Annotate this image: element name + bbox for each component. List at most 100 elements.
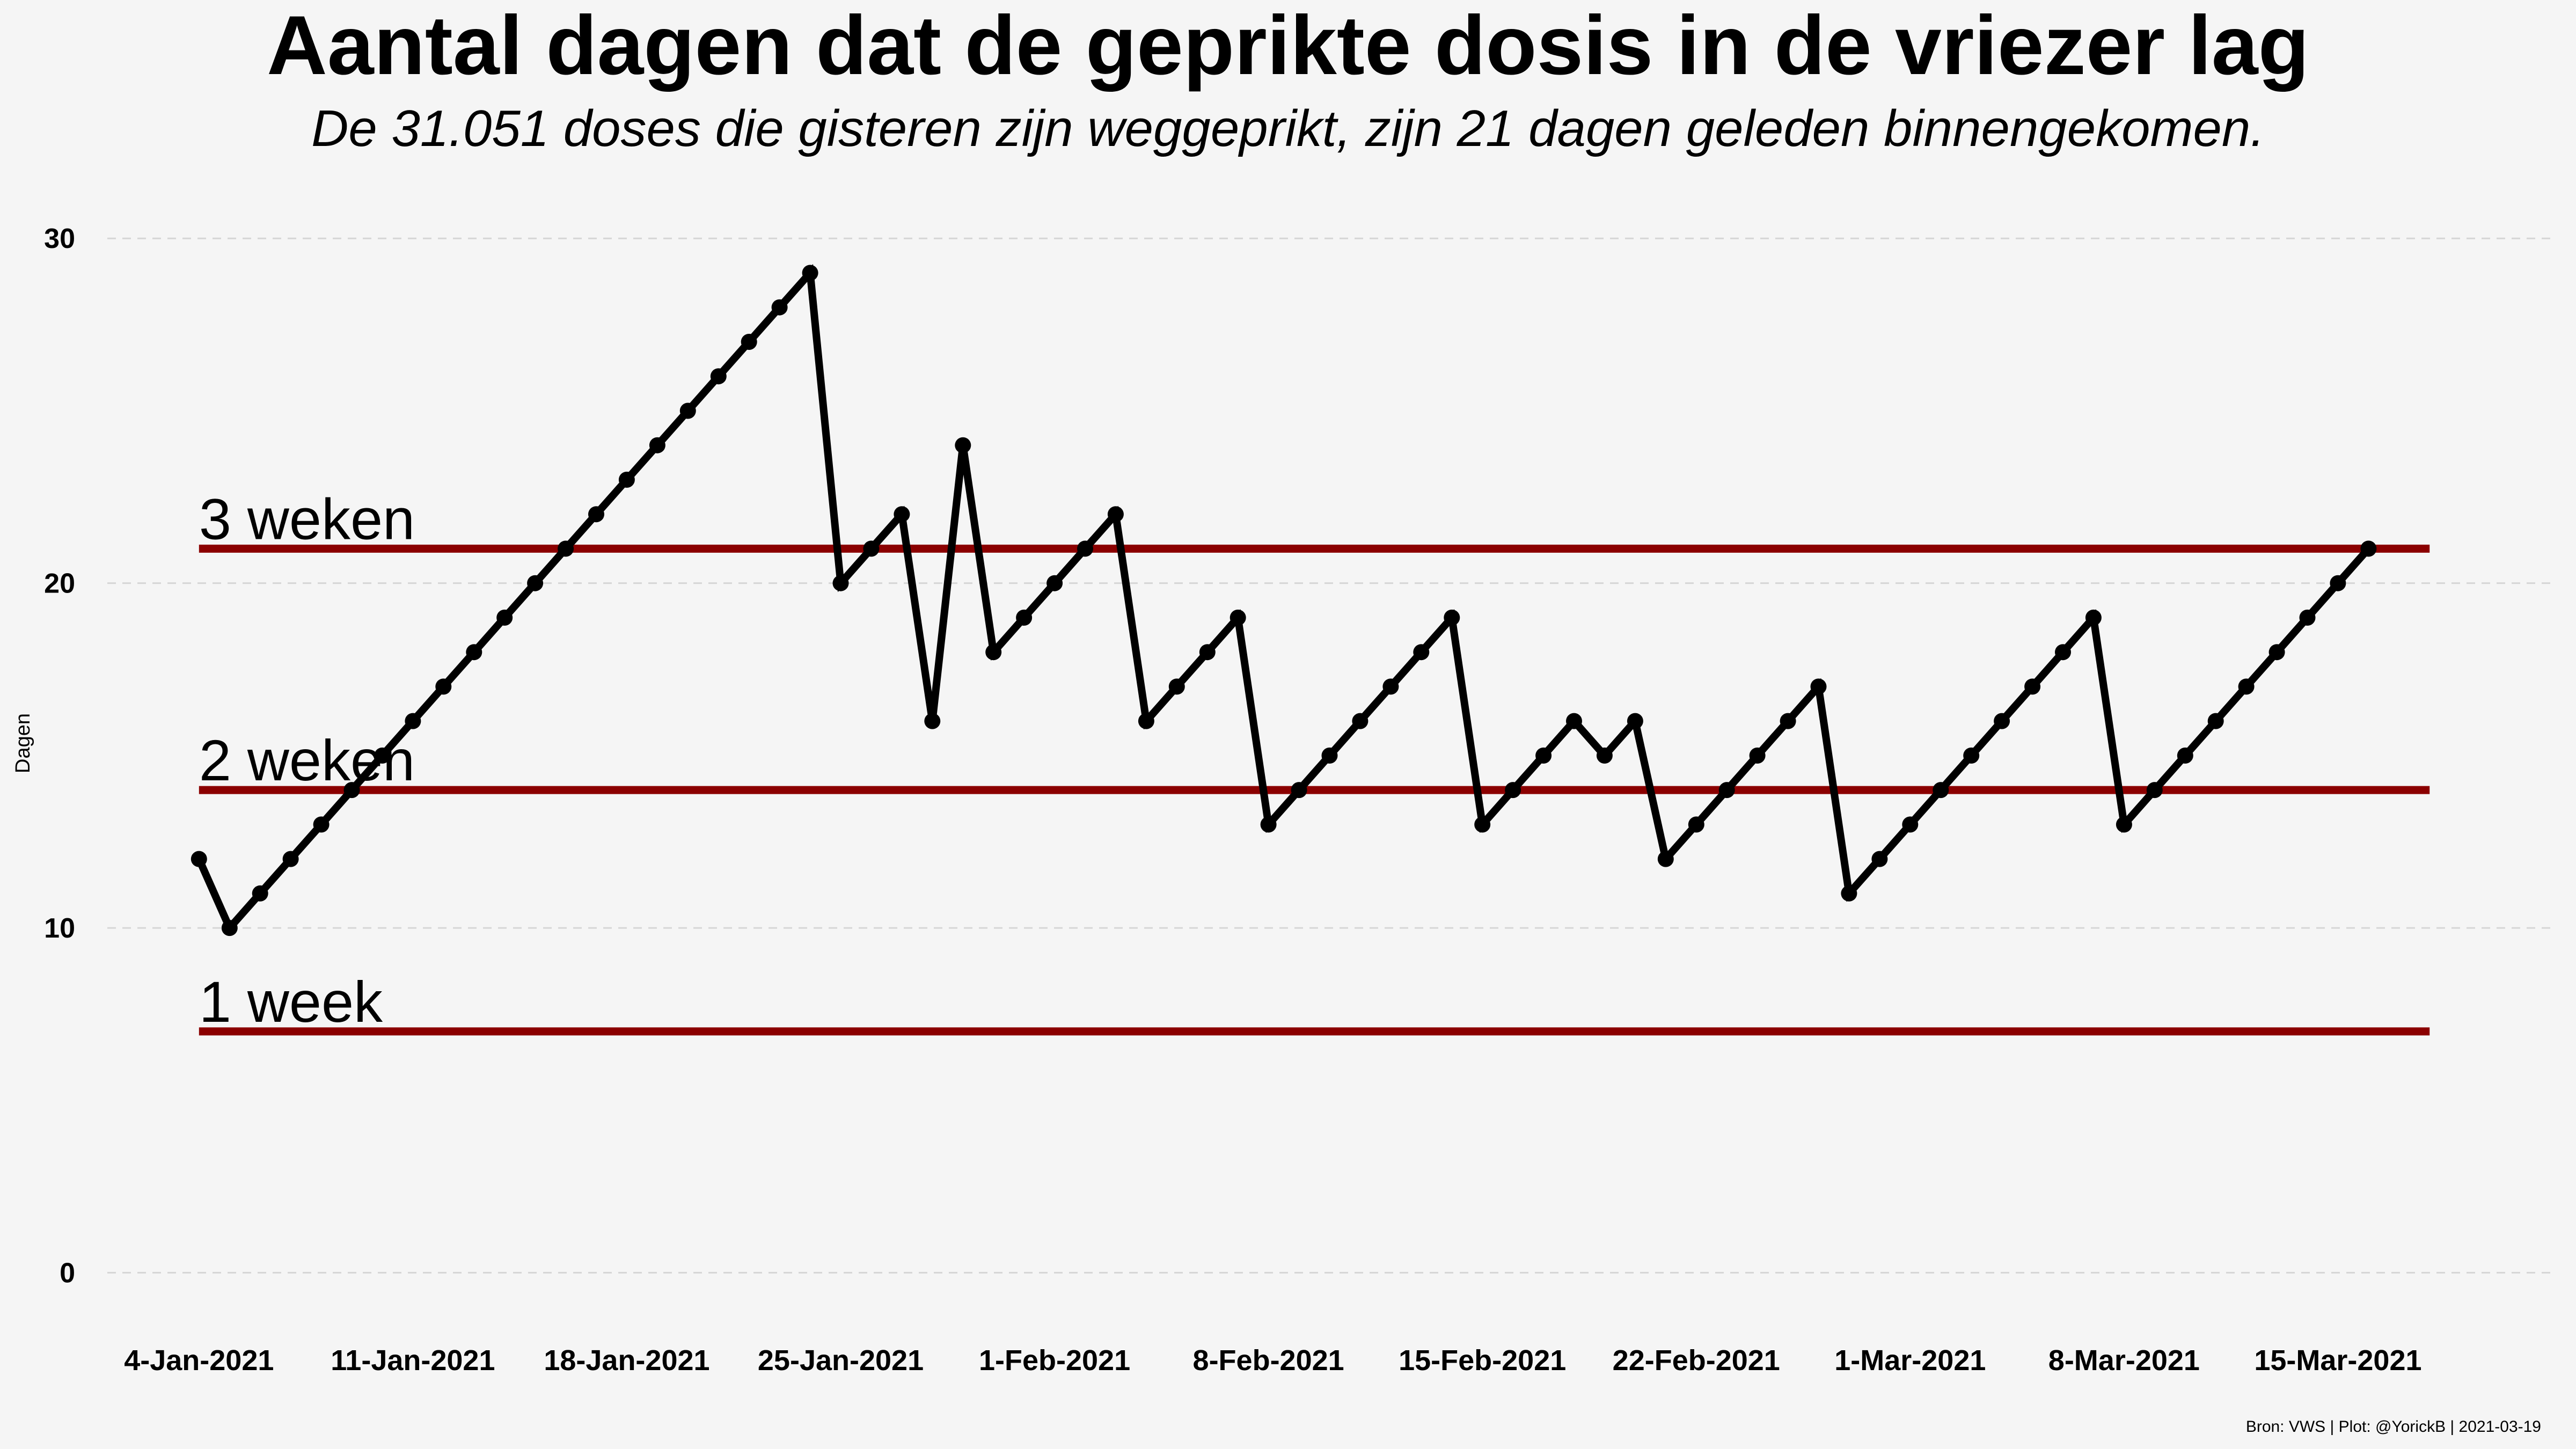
data-point <box>527 575 544 591</box>
data-point <box>1505 782 1521 799</box>
data-point <box>191 851 207 867</box>
data-point <box>282 851 299 867</box>
reference-line-label: 3 weken <box>199 486 415 551</box>
data-point <box>2268 644 2285 661</box>
y-tick-label: 0 <box>60 1258 75 1289</box>
data-point <box>1352 713 1368 729</box>
data-point <box>1199 644 1216 661</box>
data-point <box>1902 816 1919 833</box>
data-point <box>802 265 818 281</box>
data-point <box>1596 747 1613 764</box>
data-point <box>894 506 910 523</box>
x-tick-label: 25-Jan-2021 <box>758 1344 924 1377</box>
data-point <box>741 334 757 350</box>
data-point <box>221 920 238 936</box>
data-point <box>1963 747 1980 764</box>
data-point <box>1688 816 1704 833</box>
data-point <box>2116 816 2132 833</box>
data-point <box>1871 851 1888 867</box>
data-point <box>558 540 574 557</box>
data-point <box>1535 747 1552 764</box>
chart-subtitle: De 31.051 doses die gisteren zijn weggep… <box>311 100 2265 157</box>
data-point <box>1413 644 1430 661</box>
x-tick-label: 4-Jan-2021 <box>124 1344 274 1377</box>
data-point <box>985 644 1002 661</box>
data-point <box>1474 816 1491 833</box>
data-point <box>2330 575 2346 591</box>
data-point <box>863 540 880 557</box>
data-point <box>924 713 941 729</box>
data-point <box>466 644 482 661</box>
data-point <box>1841 885 1857 902</box>
data-point <box>955 437 971 453</box>
y-tick-label: 30 <box>44 223 75 254</box>
data-point <box>1810 678 1827 695</box>
data-point <box>1230 609 1246 626</box>
data-point <box>1566 713 1582 729</box>
y-ticks: 0 10 20 30 <box>44 223 75 1289</box>
data-point <box>2360 540 2377 557</box>
data-point <box>1627 713 1643 729</box>
data-point <box>1168 678 1185 695</box>
data-point <box>1291 782 1307 799</box>
data-point <box>1444 609 1460 626</box>
data-point <box>1933 782 1949 799</box>
data-point <box>1107 506 1124 523</box>
x-tick-label: 8-Mar-2021 <box>2048 1344 2200 1377</box>
data-point <box>2177 747 2193 764</box>
data-point <box>1046 575 1063 591</box>
data-point <box>2055 644 2071 661</box>
data-point <box>343 782 360 799</box>
y-tick-label: 10 <box>44 913 75 944</box>
data-point <box>1138 713 1154 729</box>
data-point <box>1780 713 1796 729</box>
data-point <box>313 816 330 833</box>
data-point <box>435 678 452 695</box>
data-point <box>832 575 849 591</box>
data-point <box>649 437 665 453</box>
data-point <box>1994 713 2010 729</box>
data-point <box>710 368 727 385</box>
data-point <box>2024 678 2041 695</box>
x-tick-label: 18-Jan-2021 <box>544 1344 709 1377</box>
data-point <box>1657 851 1674 867</box>
data-point <box>2238 678 2255 695</box>
x-tick-label: 8-Feb-2021 <box>1193 1344 1344 1377</box>
grid <box>107 237 2552 1274</box>
y-axis-label: Dagen <box>12 713 34 773</box>
data-point <box>496 609 513 626</box>
caption: Bron: VWS | Plot: @YorickB | 2021-03-19 <box>2246 1418 2541 1436</box>
data-point <box>2299 609 2316 626</box>
data-point <box>2207 713 2224 729</box>
data-point <box>1016 609 1033 626</box>
x-tick-label: 11-Jan-2021 <box>331 1344 495 1377</box>
data-point <box>1260 816 1277 833</box>
data-point <box>2146 782 2163 799</box>
data-point <box>588 506 604 523</box>
data-point <box>679 402 696 419</box>
x-tick-label: 1-Mar-2021 <box>1834 1344 1986 1377</box>
data-point <box>2085 609 2102 626</box>
y-tick-label: 20 <box>44 568 75 599</box>
x-tick-label: 15-Feb-2021 <box>1399 1344 1566 1377</box>
x-tick-label: 22-Feb-2021 <box>1613 1344 1780 1377</box>
data-point <box>1382 678 1399 695</box>
series-line <box>195 264 2372 935</box>
data-point <box>1749 747 1766 764</box>
data-point <box>252 885 268 902</box>
x-ticks: 4-Jan-2021 11-Jan-2021 18-Jan-2021 25-Jan-2… <box>124 1344 2421 1377</box>
data-point <box>374 747 391 764</box>
x-tick-label: 15-Mar-2021 <box>2254 1344 2421 1377</box>
data-point <box>771 299 788 316</box>
chart-title: Aantal dagen dat de geprikte dosis in de… <box>267 0 2309 92</box>
data-point <box>1077 540 1093 557</box>
data-point <box>1321 747 1338 764</box>
data-point <box>1718 782 1735 799</box>
data-point <box>405 713 421 729</box>
reference-line-label: 1 week <box>199 969 383 1034</box>
x-tick-label: 1-Feb-2021 <box>979 1344 1130 1377</box>
series <box>191 264 2377 936</box>
data-point <box>618 471 635 488</box>
